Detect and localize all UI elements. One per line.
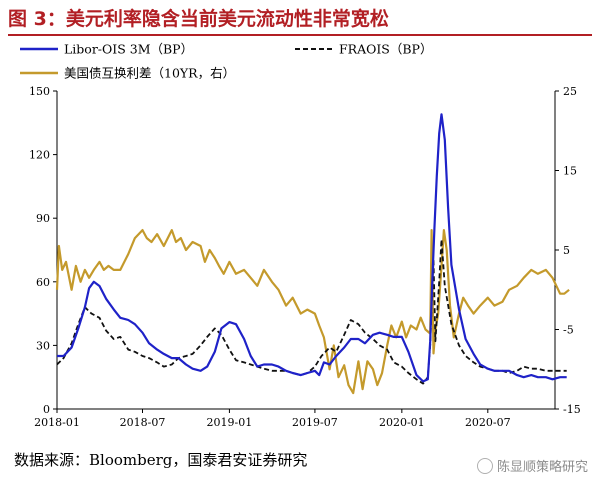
libor-ois-line	[57, 113, 567, 383]
left-tick-label: 0	[43, 403, 50, 416]
left-tick-label: 60	[36, 276, 50, 289]
left-tick-label: 30	[36, 339, 50, 352]
fraois-line	[56, 238, 567, 385]
axes: 0 30 60 90 120 150 -15 -5 5 15 25 2018-01 2018-07 201…	[29, 85, 581, 429]
left-tick-label: 150	[29, 85, 50, 98]
legend-label: Libor-OIS 3M（BP）	[64, 42, 193, 57]
legend-label: FRAOIS（BP）	[339, 42, 432, 57]
x-tick-label: 2020-01	[379, 416, 425, 429]
watermark: 陈显顺策略研究	[476, 456, 588, 475]
wechat-icon	[476, 457, 493, 474]
right-tick-label: -15	[563, 403, 581, 416]
title-rule	[8, 34, 592, 36]
left-tick-label: 90	[36, 212, 50, 225]
right-tick-label: 15	[563, 165, 577, 178]
x-tick-label: 2018-01	[34, 416, 80, 429]
swap-spread-line	[55, 229, 570, 395]
x-tick-label: 2019-07	[292, 416, 338, 429]
line-chart: Libor-OIS 3M（BP） FRAOIS（BP） 美国债互换利差（10YR，右…	[20, 42, 581, 429]
right-tick-label: -5	[563, 324, 574, 337]
x-tick-label: 2019-01	[207, 416, 253, 429]
page-title: 图 3：美元利率隐含当前美元流动性非常宽松	[8, 8, 389, 30]
x-tick-label: 2020-07	[465, 416, 511, 429]
watermark-text: 陈显顺策略研究	[496, 460, 588, 475]
right-tick-label: 25	[563, 85, 577, 98]
x-tick-label: 2018-07	[120, 416, 166, 429]
source-note: 数据来源：Bloomberg，国泰君安证券研究	[14, 451, 308, 469]
left-tick-label: 120	[29, 149, 50, 162]
series-layer	[55, 113, 570, 395]
right-tick-label: 5	[563, 244, 570, 257]
legend-label: 美国债互换利差（10YR，右）	[64, 66, 235, 81]
legend: Libor-OIS 3M（BP） FRAOIS（BP） 美国债互换利差（10YR，右…	[20, 42, 432, 81]
